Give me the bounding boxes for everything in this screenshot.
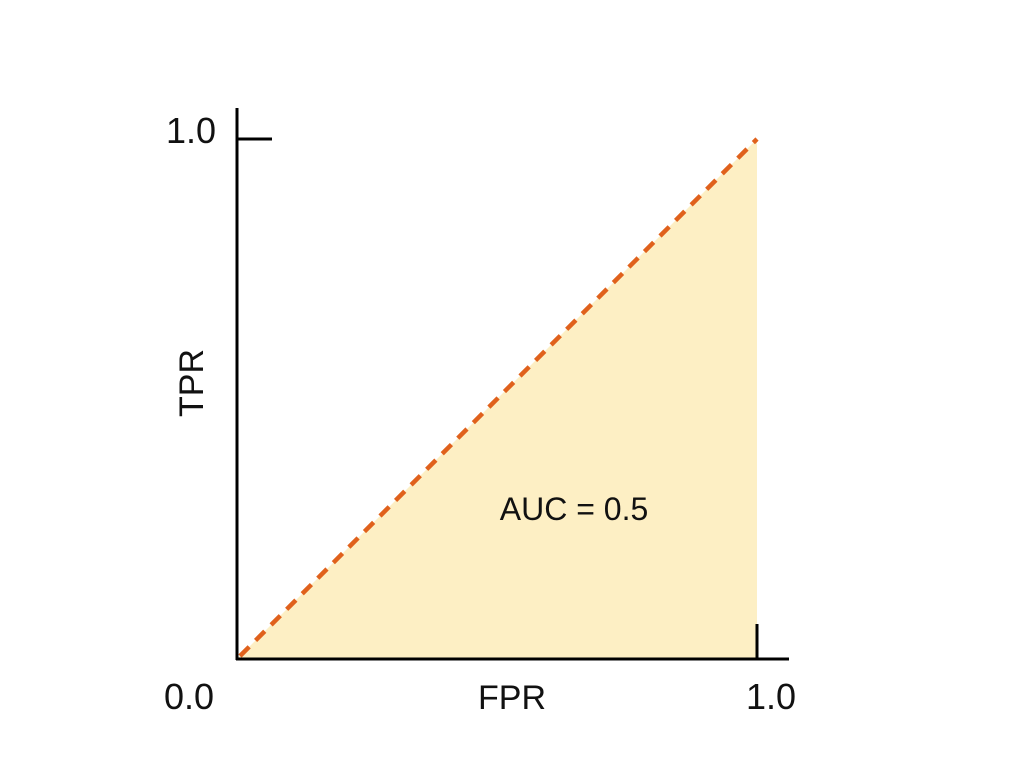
x-tick-label-1: 1.0 [746,676,796,717]
auc-annotation: AUC = 0.5 [500,491,649,527]
x-axis-label: FPR [478,679,546,717]
y-axis-label: TPR [173,349,211,417]
y-tick-label-1: 1.0 [166,110,216,151]
roc-curve-line [238,137,759,658]
x-tick-label-0: 0.0 [164,676,214,717]
